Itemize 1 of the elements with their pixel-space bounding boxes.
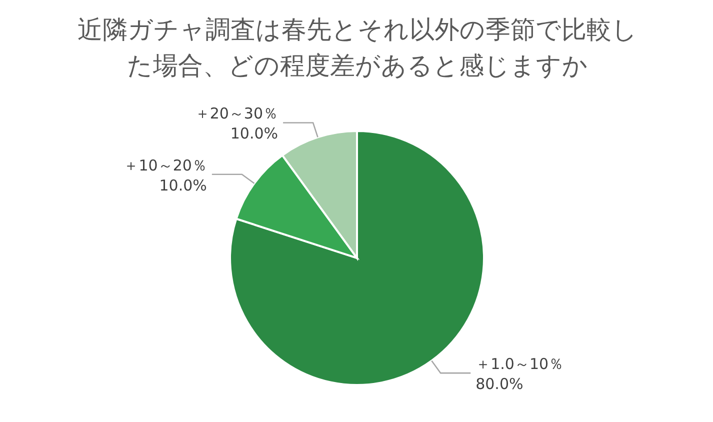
chart-title: 近隣ガチャ調査は春先とそれ以外の季節で比較した場合、どの程度差があると感じますか (76, 14, 638, 82)
